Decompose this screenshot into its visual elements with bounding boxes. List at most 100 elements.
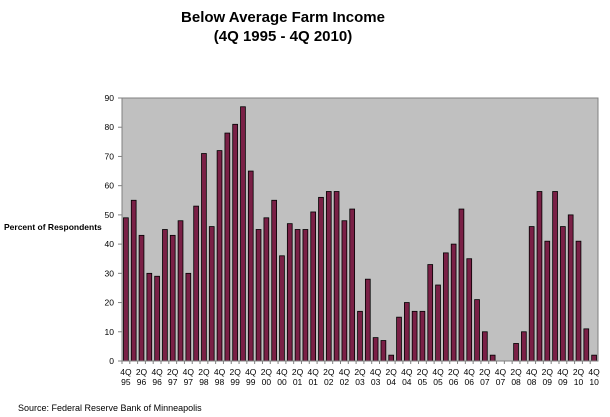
x-tick-label-quarter: 4Q xyxy=(245,367,257,377)
x-tick-label-quarter: 2Q xyxy=(136,367,148,377)
x-tick-label-quarter: 4Q xyxy=(339,367,351,377)
x-tick-label-year: 05 xyxy=(433,377,443,387)
x-tick-label-year: 03 xyxy=(371,377,381,387)
x-tick-label-year: 06 xyxy=(465,377,475,387)
bar-3q-04 xyxy=(396,316,402,362)
x-tick-label-quarter: 4Q xyxy=(526,367,538,377)
bar-3q-98 xyxy=(208,226,215,362)
x-tick-label-year: 97 xyxy=(184,377,194,387)
bar-2q-09 xyxy=(544,240,551,362)
bar-4q-08 xyxy=(528,226,535,362)
bar-1q-98 xyxy=(193,205,199,362)
x-tick-label-quarter: 4Q xyxy=(183,367,195,377)
x-tick-label-quarter: 2Q xyxy=(167,367,179,377)
bar-4q-06 xyxy=(466,258,473,362)
x-tick-label-quarter: 2Q xyxy=(292,367,304,377)
bar-2q-01 xyxy=(294,229,301,362)
x-tick-label-quarter: 2Q xyxy=(229,367,241,377)
x-tick-label-year: 09 xyxy=(543,377,553,387)
y-tick-label: 20 xyxy=(105,298,115,308)
bar-4q-03 xyxy=(372,337,379,362)
bar-2q-06 xyxy=(450,243,457,362)
x-tick-label-quarter: 4Q xyxy=(588,367,600,377)
bar-3q-10 xyxy=(583,328,590,362)
bar-2q-02 xyxy=(325,191,332,362)
x-tick-label-year: 03 xyxy=(355,377,365,387)
bar-1q-09 xyxy=(536,191,543,362)
bar-2q-99 xyxy=(232,123,238,362)
x-tick-label-quarter: 4Q xyxy=(401,367,413,377)
axes: 01020304050607080904Q952Q964Q962Q974Q972… xyxy=(105,93,601,387)
y-tick-label: 70 xyxy=(105,151,115,161)
bar-3q-05 xyxy=(427,264,434,362)
chart-subtitle: (4Q 1995 - 4Q 2010) xyxy=(213,28,353,45)
x-tick-label-quarter: 2Q xyxy=(198,367,210,377)
bar-3q-99 xyxy=(240,106,246,362)
x-tick-label-quarter: 4Q xyxy=(308,367,320,377)
x-tick-label-year: 07 xyxy=(496,377,506,387)
y-tick-label: 80 xyxy=(105,122,115,132)
bar-4q-00 xyxy=(279,255,285,362)
y-tick-label: 40 xyxy=(105,239,115,249)
bar-1q-97 xyxy=(162,229,168,362)
x-tick-label-year: 07 xyxy=(480,377,490,387)
bar-2q-97 xyxy=(169,234,176,362)
x-tick-label-year: 08 xyxy=(511,377,521,387)
bar-1q-05 xyxy=(411,310,418,362)
bar-2q-03 xyxy=(357,310,363,362)
x-tick-label-year: 04 xyxy=(402,377,412,387)
bar-4q-04 xyxy=(404,302,410,362)
bar-2q-96 xyxy=(138,234,145,362)
x-tick-label-quarter: 4Q xyxy=(370,367,382,377)
bar-3q-01 xyxy=(302,229,309,362)
bar-1q-07 xyxy=(474,299,480,362)
x-tick-label-quarter: 4Q xyxy=(432,367,444,377)
y-tick-label: 90 xyxy=(105,93,115,103)
x-tick-label-year: 05 xyxy=(418,377,428,387)
x-tick-label-quarter: 4Q xyxy=(276,367,288,377)
bar-2q-04 xyxy=(388,354,395,362)
x-tick-label-quarter: 2Q xyxy=(354,367,366,377)
bar-1q-01 xyxy=(286,223,293,362)
x-tick-label-year: 00 xyxy=(262,377,272,387)
x-tick-label-quarter: 4Q xyxy=(120,367,132,377)
bar-3q-96 xyxy=(146,272,153,362)
chart-title-main: Below Average Farm Income xyxy=(181,9,385,26)
x-tick-label-year: 98 xyxy=(215,377,225,387)
x-tick-label-year: 04 xyxy=(386,377,396,387)
bar-3q-00 xyxy=(271,199,277,362)
x-tick-label-year: 08 xyxy=(527,377,537,387)
x-tick-label-quarter: 2Q xyxy=(573,367,585,377)
bar-1q-04 xyxy=(380,340,387,362)
source-note: Source: Federal Reserve Bank of Minneapo… xyxy=(18,403,202,413)
x-tick-label-year: 99 xyxy=(230,377,240,387)
bar-1q-96 xyxy=(130,199,137,362)
bar-4q-95 xyxy=(123,217,129,362)
x-tick-label-quarter: 2Q xyxy=(542,367,554,377)
x-tick-label-quarter: 2Q xyxy=(510,367,522,377)
bar-2q-05 xyxy=(419,310,426,362)
x-tick-label-year: 98 xyxy=(199,377,209,387)
x-tick-label-quarter: 2Q xyxy=(448,367,460,377)
x-tick-label-quarter: 2Q xyxy=(479,367,491,377)
y-tick-label: 60 xyxy=(105,181,115,191)
bar-4q-05 xyxy=(435,284,441,362)
bar-1q-03 xyxy=(349,208,356,362)
bar-1q-99 xyxy=(224,132,231,362)
x-tick-label-year: 01 xyxy=(293,377,303,387)
bar-1q-00 xyxy=(255,229,262,362)
bar-3q-02 xyxy=(333,191,340,362)
y-tick-label: 0 xyxy=(109,356,114,366)
bar-3q-09 xyxy=(552,191,558,362)
x-tick-label-quarter: 2Q xyxy=(261,367,273,377)
y-tick-label: 30 xyxy=(105,268,115,278)
x-tick-label-year: 96 xyxy=(137,377,147,387)
x-tick-label-year: 10 xyxy=(589,377,599,387)
x-tick-label-year: 02 xyxy=(340,377,350,387)
bar-3q-06 xyxy=(458,208,465,362)
bar-3q-03 xyxy=(364,278,371,362)
bar-2q-00 xyxy=(263,217,270,362)
x-tick-label-quarter: 2Q xyxy=(417,367,429,377)
bar-4q-96 xyxy=(154,275,160,362)
x-tick-label-quarter: 4Q xyxy=(214,367,226,377)
